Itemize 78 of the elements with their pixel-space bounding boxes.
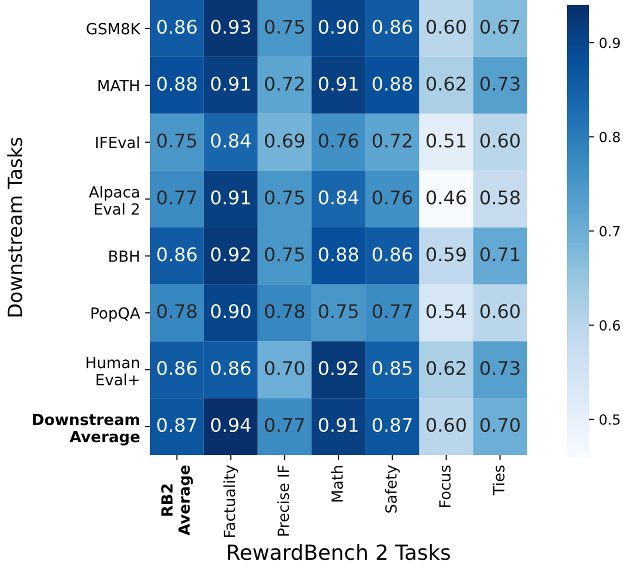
data-label: 0.76 [372,190,412,205]
y-tick-label: Downstream Average [32,414,140,446]
color-bar-label: 0.7 [600,226,620,236]
data-label: 0.62 [426,76,466,91]
data-label: 0.60 [480,133,520,148]
data-label: 0.76 [318,133,358,148]
x-tick-label: Ties [492,465,505,496]
data-label: 0.77 [372,304,412,318]
data-label: 0.54 [426,304,466,318]
data-label: 0.86 [372,247,412,262]
x-tick-label: RB2 Average [161,465,193,536]
data-label: 0.62 [426,360,466,376]
data-label: 0.90 [211,304,250,318]
data-label: 0.67 [480,20,520,34]
data-label: 0.60 [480,304,520,318]
data-label: 0.75 [265,247,304,262]
data-label: 0.94 [211,418,251,432]
data-label: 0.91 [318,76,358,91]
data-label: 0.91 [211,76,250,91]
data-label: 0.73 [480,360,520,376]
data-label: 0.46 [426,190,466,205]
y-tick-label: MATH [98,80,139,92]
data-label: 0.88 [372,76,412,91]
data-label: 0.75 [157,133,196,148]
data-label: 0.87 [372,418,412,432]
data-label: 0.69 [265,133,304,148]
x-tick-label: Math [331,466,343,502]
data-label: 0.86 [211,360,250,376]
data-label: 0.86 [157,360,197,376]
data-label: 0.78 [265,304,304,318]
x-tick-label: Factuality [223,465,238,537]
data-label: 0.75 [318,304,358,318]
data-label: 0.70 [265,360,304,376]
y-tick-label: PopQA [92,307,140,322]
data-label: 0.85 [372,360,412,376]
x-tick-label: Precise IF [277,466,290,536]
color-bar-label: 0.8 [600,132,620,142]
y-tick-label: Alpaca Eval 2 [88,186,139,215]
color-bar-label: 0.5 [600,414,620,425]
data-label: 0.78 [157,304,197,318]
data-label: 0.86 [157,247,197,262]
data-label: 0.91 [211,190,250,205]
data-label: 0.92 [318,360,358,376]
x-axis-title: RewardBench 2 Tasks [228,544,450,560]
data-label: 0.73 [480,76,520,91]
data-label: 0.88 [157,76,197,91]
data-label: 0.60 [426,418,466,432]
y-tick-label: GSM8K [86,22,141,34]
data-label: 0.58 [480,190,520,205]
data-label: 0.72 [265,76,304,91]
data-label: 0.84 [211,133,251,148]
data-label: 0.87 [157,418,196,432]
data-label: 0.72 [372,133,412,148]
data-label: 0.75 [265,20,304,34]
data-label: 0.77 [265,418,304,432]
data-label: 0.77 [157,190,196,205]
data-label: 0.60 [426,20,466,34]
data-label: 0.93 [211,20,250,34]
x-tick-label: Safety [384,465,400,513]
data-label: 0.86 [157,20,197,34]
color-bar-label: 0.6 [600,320,620,331]
y-tick-label: Human Eval+ [86,356,139,386]
data-label: 0.71 [480,247,520,262]
data-label: 0.91 [318,418,358,432]
data-label: 0.86 [372,20,412,34]
data-label: 0.84 [318,190,358,205]
data-label: 0.59 [426,247,466,262]
x-tick-label: Focus [439,465,451,507]
data-label: 0.51 [426,133,466,148]
y-tick-label: IFEval [96,136,139,148]
data-label: 0.70 [480,418,520,432]
y-tick-label: BBH [109,250,139,262]
data-label: 0.92 [211,247,250,262]
y-axis-title: Downstream Tasks [7,138,22,316]
data-label: 0.90 [318,20,358,34]
data-label: 0.75 [265,190,304,205]
data-label: 0.88 [318,247,358,262]
color-bar-label: 0.9 [600,38,620,48]
